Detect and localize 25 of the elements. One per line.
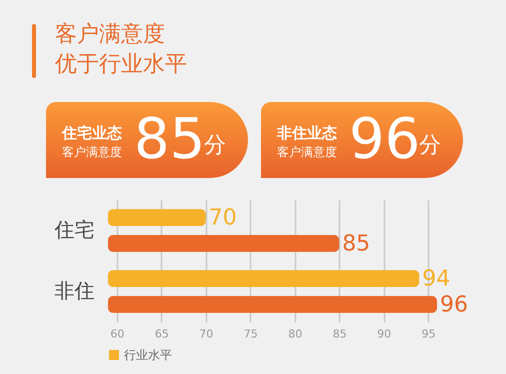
x-tick-label: 95: [422, 328, 436, 340]
y-tick-label: 住宅: [54, 218, 94, 242]
text: 住宅业态: [62, 124, 122, 143]
data-label: 85: [342, 231, 370, 256]
text: 分: [204, 132, 226, 160]
text: 96: [349, 106, 420, 174]
data-label: 94: [422, 266, 450, 292]
data-label: 70: [208, 206, 237, 231]
chart-title: 客户满意度: [55, 22, 165, 47]
x-tick-label: 85: [332, 328, 347, 340]
x-tick-label: 90: [377, 328, 392, 340]
x-tick-label: 65: [154, 328, 169, 340]
x-tick-label: 75: [244, 328, 258, 340]
text: 客户满意度: [62, 144, 122, 161]
data-label: 96: [440, 292, 468, 318]
legend-label: 行业水平: [124, 348, 172, 362]
x-tick-label: 70: [199, 328, 214, 340]
x-tick-label: 80: [288, 328, 302, 340]
text: 分: [419, 132, 441, 160]
chart-subtitle: 优于行业水平: [55, 52, 187, 77]
text: 非住业态: [277, 124, 337, 143]
x-tick-label: 60: [110, 328, 124, 340]
text: 客户满意度: [277, 144, 337, 161]
y-tick-label: 非住: [54, 278, 94, 302]
text: 85: [134, 106, 206, 174]
